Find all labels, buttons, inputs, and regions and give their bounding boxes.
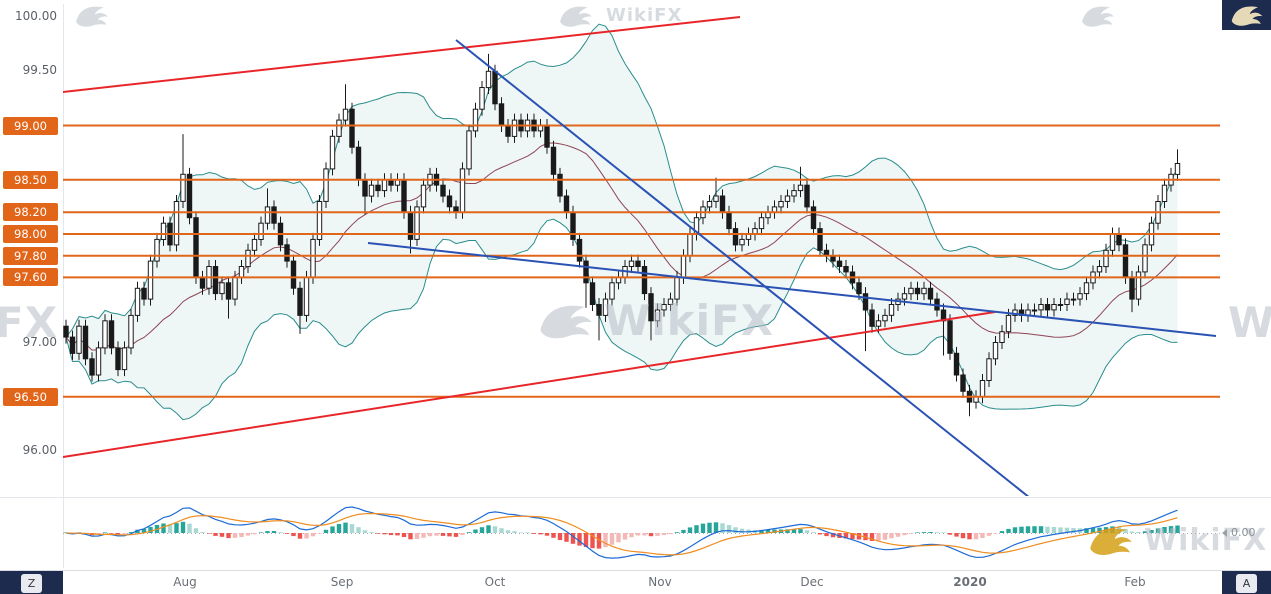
macd-histogram — [63, 521, 1180, 549]
price-level-badge[interactable]: 96.50 — [3, 387, 58, 406]
price-pane — [63, 16, 1220, 496]
time-axis-label: Oct — [484, 575, 506, 589]
macd-pane — [63, 506, 1220, 559]
candles-layer — [63, 53, 1181, 417]
bottom-right-corner: A — [1222, 571, 1271, 594]
price-axis-label: 97.00 — [22, 334, 57, 349]
price-axis: 100.00 99.50 97.00 96.00 99.00 98.50 98.20 98.0… — [0, 0, 63, 570]
time-axis-label: Nov — [648, 575, 672, 589]
trend-lines-layer — [63, 16, 1217, 496]
price-level-badge[interactable]: 97.80 — [3, 246, 58, 265]
level-lines-layer — [63, 124, 1220, 398]
time-axis: Aug Sep Oct Nov Dec 2020 Feb Z A — [0, 570, 1271, 594]
auto-scale-button-a[interactable]: A — [1236, 573, 1257, 593]
price-level-badge[interactable]: 98.50 — [3, 170, 58, 189]
macd-zero-marker: 0.00 — [1222, 526, 1256, 539]
price-axis-label: 96.00 — [22, 443, 57, 457]
time-axis-label: 2020 — [953, 575, 987, 589]
price-axis-label: 100.00 — [15, 9, 57, 23]
price-level-badge[interactable]: 99.00 — [3, 116, 58, 135]
price-level-badge[interactable]: 98.00 — [3, 225, 58, 243]
price-level-badge[interactable]: 98.20 — [3, 203, 58, 222]
time-axis-label: Feb — [1124, 575, 1146, 589]
zoom-button-z[interactable]: Z — [21, 573, 42, 593]
bottom-left-corner: Z — [0, 571, 63, 594]
time-axis-label: Aug — [173, 575, 197, 589]
price-level-badge[interactable]: 97.60 — [3, 268, 58, 287]
price-axis-label: 99.50 — [22, 63, 57, 78]
time-axis-label: Dec — [800, 575, 824, 589]
time-axis-labels: Aug Sep Oct Nov Dec 2020 Feb — [0, 571, 1271, 594]
brand-corner — [1222, 0, 1271, 30]
time-axis-label: Sep — [330, 575, 354, 589]
left-arrow-icon — [1222, 528, 1227, 537]
macd-zero-label: 0.00 — [1231, 526, 1256, 539]
